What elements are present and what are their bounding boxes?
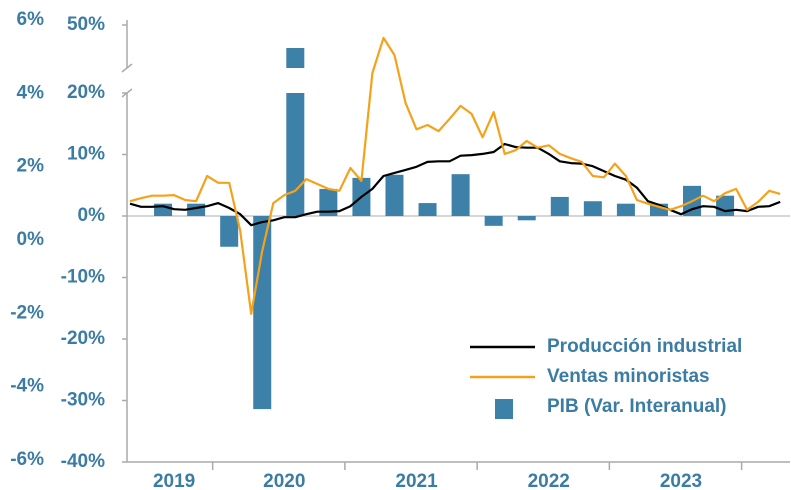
bar <box>517 216 536 221</box>
bar-upper <box>286 48 305 68</box>
legend-label: Producción industrial <box>547 336 742 357</box>
x-tick-label: 2022 <box>528 471 570 490</box>
axis-break <box>121 63 133 73</box>
y-tick-label: -20% <box>61 328 105 349</box>
y2-tick-label: 4% <box>17 82 45 103</box>
y2-tick-label: 0% <box>17 229 45 250</box>
line <box>129 142 781 227</box>
y2-tick-label: 6% <box>17 9 45 30</box>
x-tick-label: 2019 <box>153 471 195 490</box>
y2-tick-label: -2% <box>10 302 44 323</box>
y-tick-label: 50% <box>67 14 105 35</box>
bar-lower <box>286 93 305 216</box>
bar <box>583 201 602 216</box>
bar <box>220 216 239 247</box>
legend-swatch <box>495 399 513 419</box>
x-tick-label: 2021 <box>395 471 438 490</box>
bar <box>319 188 338 216</box>
y-tick-label: 20% <box>67 82 105 103</box>
bar <box>253 216 272 410</box>
y2-tick-label: -6% <box>10 449 44 470</box>
legend-label: PIB (Var. Interanual) <box>547 396 727 417</box>
bar <box>616 203 635 216</box>
y-tick-label: -30% <box>61 390 105 411</box>
bar <box>418 203 437 216</box>
bar <box>451 174 470 216</box>
x-tick-label: 2020 <box>263 471 305 490</box>
y-tick-label: 10% <box>67 144 105 165</box>
bar <box>550 196 569 216</box>
legend-label: Ventas minoristas <box>547 366 710 387</box>
line <box>129 36 781 315</box>
x-tick-label: 2023 <box>660 471 702 490</box>
bar <box>385 174 404 216</box>
y-tick-label: -40% <box>61 451 105 472</box>
bar <box>484 216 503 226</box>
y-tick-label: 0% <box>78 205 106 226</box>
y-tick-label: -10% <box>61 267 105 288</box>
y2-tick-label: -4% <box>10 376 44 397</box>
y2-tick-label: 2% <box>17 156 45 177</box>
